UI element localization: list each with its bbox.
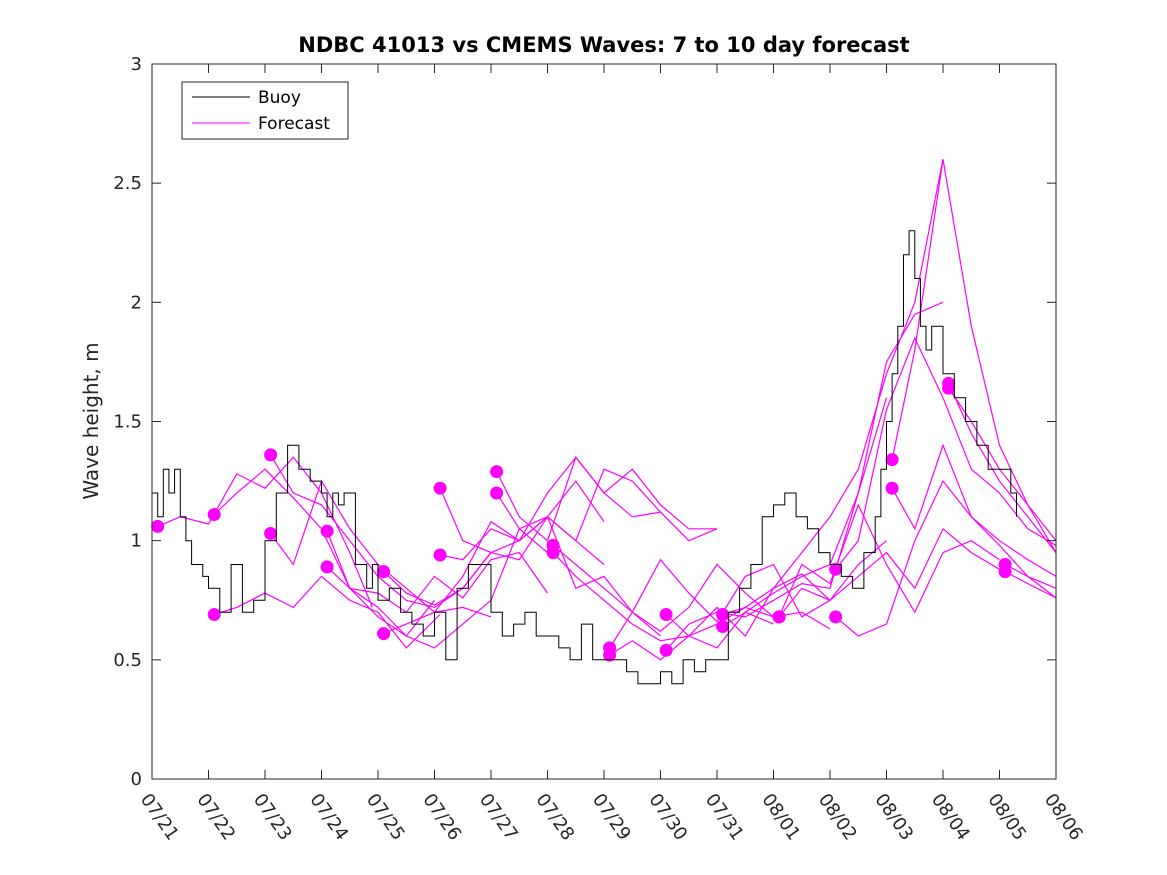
forecast-line: [326, 527, 548, 649]
forecast-line: [891, 443, 1057, 577]
legend-label-forecast: Forecast: [258, 114, 330, 134]
forecast-start-marker: [433, 481, 447, 495]
forecast-start-marker: [320, 560, 334, 574]
forecast-start-marker: [490, 486, 504, 500]
legend-label-buoy: Buoy: [258, 88, 301, 108]
forecast-start-marker: [942, 381, 956, 395]
forecast-line: [1004, 563, 1057, 589]
forecast-start-marker: [264, 527, 278, 540]
data-layer: [151, 159, 1057, 685]
forecast-start-marker: [829, 610, 843, 624]
forecast-start-marker: [998, 565, 1012, 579]
forecast-line: [496, 468, 718, 542]
forecast-line: [835, 479, 1057, 637]
y-tick-label: 2.5: [113, 173, 142, 194]
chart-title: NDBC 41013 vs CMEMS Waves: 7 to 10 day f…: [298, 33, 909, 57]
forecast-line: [157, 456, 373, 608]
forecast-line: [326, 551, 548, 614]
forecast-start-marker: [659, 608, 673, 621]
forecast-start-marker: [320, 524, 334, 538]
forecast-start-marker: [377, 565, 391, 579]
forecast-start-marker: [716, 608, 730, 621]
forecast-line: [722, 159, 944, 616]
forecast-line: [552, 544, 774, 632]
forecast-line: [778, 503, 1000, 618]
legend-box: [181, 81, 349, 140]
forecast-start-marker: [659, 643, 673, 657]
y-tick-label: 0.5: [113, 650, 142, 671]
y-tick-label: 1: [131, 531, 142, 552]
y-tick-label: 1.5: [113, 412, 142, 433]
forecast-line: [948, 383, 1057, 553]
forecast-line: [1004, 571, 1057, 599]
forecast-start-marker: [490, 465, 504, 479]
y-tick-label: 3: [131, 54, 142, 75]
forecast-start-marker: [207, 608, 221, 621]
forecast-line: [214, 575, 441, 649]
forecast-line: [665, 397, 888, 651]
forecast-start-marker: [885, 481, 899, 495]
forecast-start-marker: [264, 448, 278, 462]
forecast-line: [552, 552, 774, 649]
buoy-line: [152, 230, 1017, 685]
forecast-start-marker: [546, 546, 560, 560]
forecast-start-marker: [207, 508, 221, 521]
forecast-line: [835, 336, 1057, 570]
forecast-line: [439, 456, 661, 561]
forecast-start-marker: [603, 648, 617, 662]
legend: Buoy Forecast: [181, 81, 349, 140]
y-axis-label: Wave height, m: [79, 342, 103, 499]
y-tick-label: 0: [131, 769, 142, 790]
forecast-start-marker: [772, 610, 786, 624]
forecast-start-marker: [433, 548, 447, 562]
forecast-start-marker: [377, 627, 391, 641]
forecast-start-marker: [885, 453, 899, 467]
plot-area: [152, 64, 1056, 779]
y-tick-label: 2: [131, 292, 142, 313]
forecast-start-marker: [151, 519, 165, 533]
forecast-start-marker: [829, 562, 843, 576]
forecast-start-marker: [716, 620, 730, 633]
